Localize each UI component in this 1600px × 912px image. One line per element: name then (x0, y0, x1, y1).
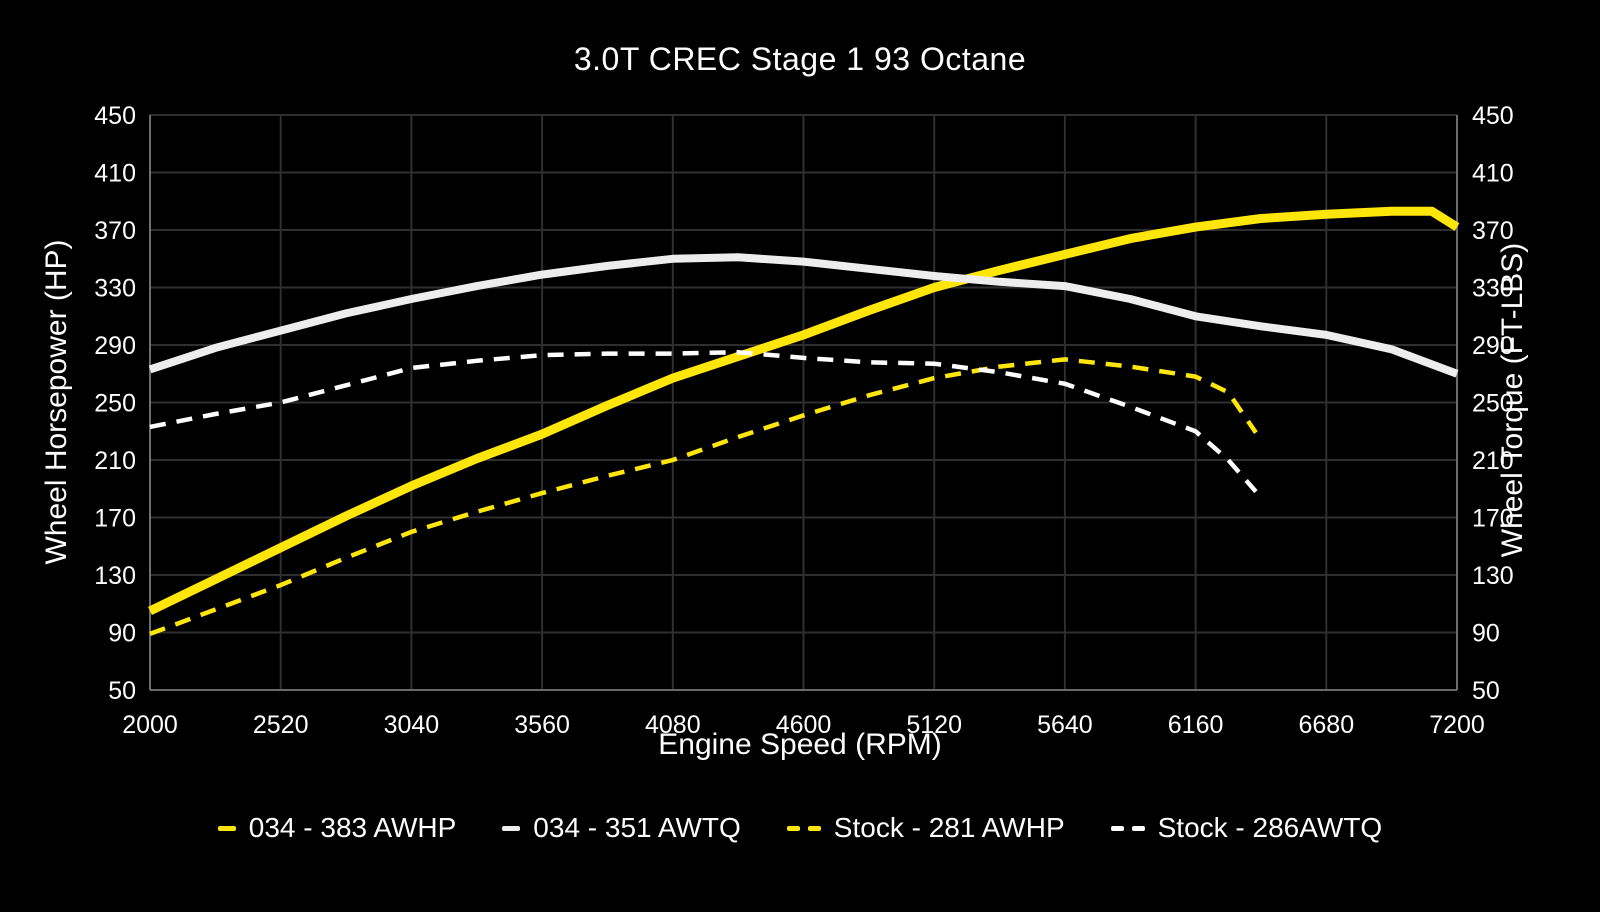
legend-solid-line-swatch (502, 825, 521, 831)
legend-dash (786, 825, 800, 831)
y-axis-label-left: Wheel Horsepower (HP) (40, 239, 73, 565)
legend-item-stock-281-awhp: Stock - 281 AWHP (786, 812, 1065, 844)
x-tick-label: 2000 (122, 711, 178, 739)
series-line-034-351-awtq (148, 253, 1459, 378)
x-tick-label: 7200 (1429, 711, 1485, 739)
x-tick-label: 3560 (514, 711, 570, 739)
x-tick-label: 6680 (1298, 711, 1354, 739)
y-tick-label-left: 130 (94, 562, 136, 590)
legend-dashed-line-swatch (786, 825, 821, 831)
y-tick-label-left: 210 (94, 447, 136, 475)
x-axis-label: Engine Speed (RPM) (658, 728, 942, 761)
chart-legend: 034 - 383 AWHP 034 - 351 AWTQ Stock - 281 … (0, 812, 1600, 844)
x-tick-label: 5120 (906, 711, 962, 739)
series-line-stock-281-awhp (149, 357, 1258, 637)
x-tick-label: 5640 (1037, 711, 1093, 739)
series-line-stock-286awtq (149, 349, 1258, 494)
y-tick-label-left: 410 (94, 159, 136, 187)
legend-item-034-383-awhp: 034 - 383 AWHP (217, 812, 457, 844)
legend-label: Stock - 286AWTQ (1157, 812, 1383, 843)
x-tick-label: 2520 (253, 711, 309, 739)
y-tick-label-right: 290 (1472, 332, 1514, 360)
chart-title: 3.0T CREC Stage 1 93 Octane (573, 41, 1027, 77)
y-tick-label-left: 170 (94, 504, 136, 532)
y-tick-label-left: 90 (108, 619, 136, 647)
y-tick-label-right: 450 (1472, 102, 1514, 130)
y-tick-label-right: 250 (1472, 389, 1514, 417)
axis-spines (149, 115, 1458, 691)
y-tick-label-right: 130 (1472, 562, 1514, 590)
y-axis-label-right: Wheel Torque (FT-LBS) (1496, 242, 1529, 558)
legend-item-stock-286awtq: Stock - 286AWTQ (1110, 812, 1383, 844)
y-tick-label-left: 290 (94, 332, 136, 360)
legend-dash (1131, 825, 1145, 831)
y-tick-label-left: 50 (108, 677, 136, 705)
x-tick-label: 4080 (645, 711, 701, 739)
y-tick-label-right: 330 (1472, 274, 1514, 302)
y-tick-label-right: 210 (1472, 447, 1514, 475)
legend-dash (807, 825, 821, 831)
legend-dashed-line-swatch (1110, 825, 1145, 831)
gridlines (149, 114, 1458, 691)
legend-dash (502, 825, 521, 831)
series-line-034-383-awhp (148, 206, 1460, 615)
legend-dash (1110, 825, 1124, 831)
legend-label: 034 - 351 AWTQ (533, 812, 741, 843)
x-tick-label: 6160 (1168, 711, 1224, 739)
y-tick-label-right: 170 (1472, 504, 1514, 532)
tick-labels: 50 90 130 170 210 250 290 330 370 410 450 50 90 130 17… (94, 102, 1513, 739)
legend-label: Stock - 281 AWHP (833, 812, 1065, 843)
x-tick-label: 3040 (384, 711, 440, 739)
y-tick-label-left: 250 (94, 389, 136, 417)
y-tick-label-left: 370 (94, 217, 136, 245)
legend-solid-line-swatch (217, 825, 236, 831)
legend-item-034-351-awtq: 034 - 351 AWTQ (502, 812, 741, 844)
legend-label: 034 - 383 AWHP (248, 812, 457, 843)
y-tick-label-left: 450 (94, 102, 136, 130)
y-tick-label-left: 330 (94, 274, 136, 302)
y-tick-label-right: 410 (1472, 159, 1514, 187)
legend-dash (217, 825, 236, 831)
x-tick-label: 4600 (776, 711, 832, 739)
y-tick-label-right: 370 (1472, 217, 1514, 245)
y-tick-label-right: 50 (1472, 677, 1500, 705)
y-tick-label-right: 90 (1472, 619, 1500, 647)
